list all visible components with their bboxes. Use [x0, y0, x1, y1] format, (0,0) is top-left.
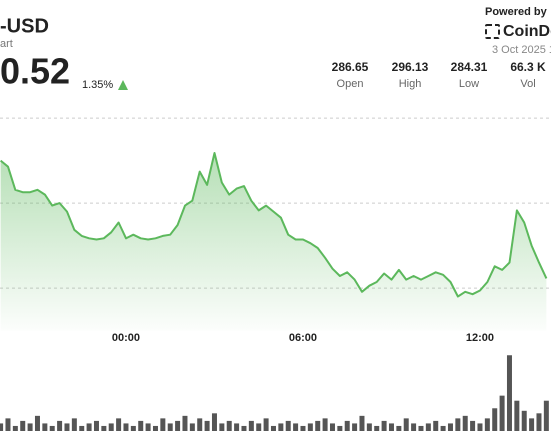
subtitle: art	[0, 38, 13, 50]
stat-label: Vol	[520, 78, 535, 90]
volume-bar	[506, 355, 512, 431]
volume-bar	[211, 413, 217, 431]
volume-bar	[71, 418, 77, 431]
volume-bar	[536, 413, 542, 431]
volume-bar	[42, 423, 48, 431]
volume-bar	[175, 420, 181, 431]
volume-bar	[34, 415, 40, 431]
volume-bar	[278, 423, 284, 431]
volume-bar	[344, 420, 350, 431]
volume-bar	[307, 423, 313, 431]
volume-bar	[470, 420, 476, 431]
price-line	[0, 152, 548, 298]
volume-bar	[138, 420, 144, 431]
volume-bar	[388, 423, 394, 431]
volume-bar	[492, 408, 498, 431]
volume-bar	[433, 420, 439, 431]
volume-bar	[337, 425, 343, 431]
volume-bar	[189, 423, 195, 431]
volume-bar	[521, 410, 527, 431]
volume-bar	[366, 423, 372, 431]
powered-by: Powered by	[485, 6, 548, 18]
volume-bar	[226, 420, 232, 431]
x-tick-label: 12:00	[466, 332, 494, 344]
volume-bar	[329, 423, 335, 431]
volume-bar	[101, 425, 107, 431]
volume-bar	[20, 420, 26, 431]
logo-icon	[485, 24, 500, 39]
volume-bar	[197, 418, 203, 431]
volume-bar	[484, 418, 490, 431]
stat-value: 66.3 K	[510, 60, 546, 74]
volume-bar	[27, 423, 33, 431]
volume-bar	[5, 418, 11, 431]
x-tick-label: 00:00	[112, 332, 140, 344]
brand: CoinDe	[503, 23, 551, 40]
volume-bar	[462, 415, 468, 431]
volume-bar	[374, 425, 380, 431]
volume-bar	[543, 400, 549, 431]
stat-label: Open	[337, 78, 364, 90]
volume-bar	[204, 420, 210, 431]
volume-bar	[49, 425, 55, 431]
volume-bar	[167, 423, 173, 431]
volume-bar	[152, 425, 158, 431]
stat-value: 284.31	[451, 60, 488, 74]
volume-bar	[108, 423, 114, 431]
volume-bar	[0, 423, 4, 431]
volume-bar	[514, 400, 520, 431]
volume-bar	[440, 425, 446, 431]
stat-value: 296.13	[392, 60, 429, 74]
volume-bar	[381, 420, 387, 431]
symbol: -USD	[0, 15, 49, 37]
volume-bar	[263, 418, 269, 431]
stat-value: 286.65	[332, 60, 369, 74]
price-area	[0, 153, 547, 331]
volume-bar	[499, 395, 505, 431]
change: 1.35%	[82, 79, 113, 91]
volume-bar	[57, 420, 63, 431]
volume-bar	[396, 425, 402, 431]
volume-bar	[64, 423, 70, 431]
volume-bar	[116, 418, 122, 431]
price: 0.52	[0, 51, 70, 92]
volume-bar	[130, 425, 136, 431]
volume-bar	[234, 423, 240, 431]
volume-bar	[270, 425, 276, 431]
volume-bar	[182, 415, 188, 431]
stat-label: High	[399, 78, 422, 90]
volume-bar	[293, 423, 299, 431]
volume-bar	[477, 423, 483, 431]
volume-bar	[411, 423, 417, 431]
volume-bar	[160, 418, 166, 431]
volume-bar	[322, 418, 328, 431]
volume-bar	[79, 425, 85, 431]
volume-bar	[300, 425, 306, 431]
volume-bar	[352, 423, 358, 431]
volume-bar	[219, 423, 225, 431]
up-arrow	[118, 80, 128, 90]
volume-bar	[359, 415, 365, 431]
volume-bar	[12, 425, 18, 431]
stat-label: Low	[459, 78, 479, 90]
volume-bar	[403, 418, 409, 431]
volume-bar	[256, 423, 262, 431]
volume-bar	[315, 420, 321, 431]
volume-bar	[86, 423, 92, 431]
volume-bar	[145, 423, 151, 431]
volume-bar	[93, 420, 99, 431]
volume-bar	[425, 423, 431, 431]
volume-bar	[241, 425, 247, 431]
volume-bar	[285, 420, 291, 431]
x-tick-label: 06:00	[289, 332, 317, 344]
volume-bar	[248, 420, 254, 431]
date: 3 Oct 2025 1	[492, 44, 551, 56]
volume-bar	[123, 423, 129, 431]
volume-bar	[455, 418, 461, 431]
volume-bar	[418, 425, 424, 431]
volume-bar	[447, 423, 453, 431]
volume-bar	[529, 418, 535, 431]
